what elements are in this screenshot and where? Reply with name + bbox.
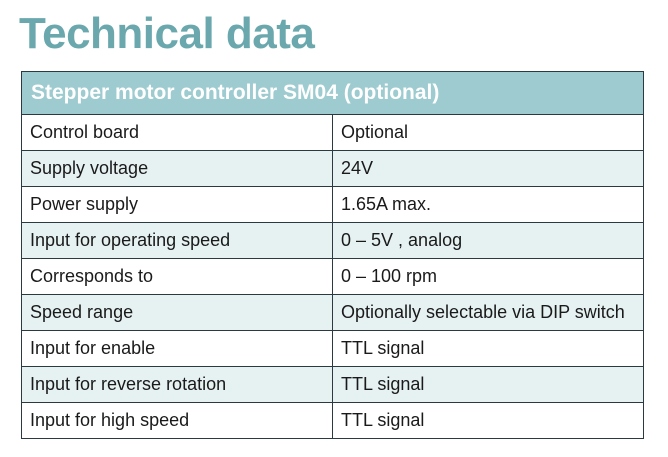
row-label: Control board [21,114,333,151]
table-row: Corresponds to 0 – 100 rpm [21,258,644,295]
table-row: Input for enable TTL signal [21,330,644,367]
row-label: Input for high speed [21,402,333,439]
row-label: Corresponds to [21,258,333,295]
table-row: Input for high speed TTL signal [21,402,644,439]
row-value: 1.65A max. [332,186,644,223]
table-row: Control board Optional [21,114,644,151]
row-value: 0 – 5V , analog [332,222,644,259]
table-row: Input for reverse rotation TTL signal [21,366,644,403]
row-value: 24V [332,150,644,187]
row-value: TTL signal [332,330,644,367]
row-label: Supply voltage [21,150,333,187]
row-label: Input for reverse rotation [21,366,333,403]
page-title: Technical data [19,9,315,58]
row-value: Optionally selectable via DIP switch [332,294,644,331]
row-value: TTL signal [332,402,644,439]
table-row: Speed range Optionally selectable via DI… [21,294,644,331]
table-header: Stepper motor controller SM04 (optional) [21,71,644,115]
spec-table: Stepper motor controller SM04 (optional)… [21,71,644,439]
row-label: Input for operating speed [21,222,333,259]
row-label: Power supply [21,186,333,223]
table-row: Supply voltage 24V [21,150,644,187]
table-row: Power supply 1.65A max. [21,186,644,223]
table-row: Input for operating speed 0 – 5V , analo… [21,222,644,259]
row-value: 0 – 100 rpm [332,258,644,295]
row-value: TTL signal [332,366,644,403]
table-header-row: Stepper motor controller SM04 (optional) [21,71,644,115]
row-value: Optional [332,114,644,151]
row-label: Speed range [21,294,333,331]
row-label: Input for enable [21,330,333,367]
